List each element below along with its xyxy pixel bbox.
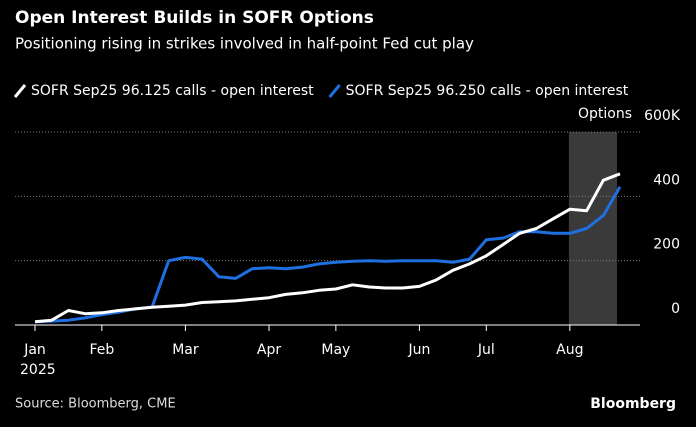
- x-tick-label: Aug: [556, 342, 583, 358]
- x-year-label: 2025: [20, 362, 56, 378]
- x-tick-label: Mar: [172, 342, 199, 358]
- legend-label: SOFR Sep25 96.125 calls - open interest: [31, 83, 314, 99]
- x-tick-label: Jun: [407, 342, 430, 358]
- legend-swatch: [328, 84, 341, 98]
- series-line: [34, 172, 621, 324]
- chart-title: Open Interest Builds in SOFR Options: [15, 8, 374, 28]
- y-tick-label: 400: [653, 172, 680, 188]
- series-line: [34, 185, 622, 324]
- y-axis-label: Options: [578, 106, 632, 122]
- x-tick-label: Jan: [23, 342, 46, 358]
- legend: SOFR Sep25 96.125 calls - open interest S…: [13, 83, 629, 99]
- y-tick-label: 200: [653, 237, 680, 253]
- source: Source: Bloomberg, CME: [15, 397, 176, 412]
- x-tick-label: Apr: [257, 342, 281, 358]
- x-tick-label: Jul: [477, 342, 495, 358]
- x-tick-label: May: [321, 342, 350, 358]
- highlight-band: [568, 132, 617, 325]
- legend-label: SOFR Sep25 96.250 calls - open interest: [346, 83, 629, 99]
- chart-subtitle: Positioning rising in strikes involved i…: [15, 35, 474, 53]
- y-tick-label: 0: [671, 301, 680, 317]
- x-tick-label: Feb: [89, 342, 114, 358]
- brand: Bloomberg: [590, 396, 676, 412]
- y-tick-label: 600K: [644, 108, 681, 124]
- legend-swatch: [13, 84, 27, 98]
